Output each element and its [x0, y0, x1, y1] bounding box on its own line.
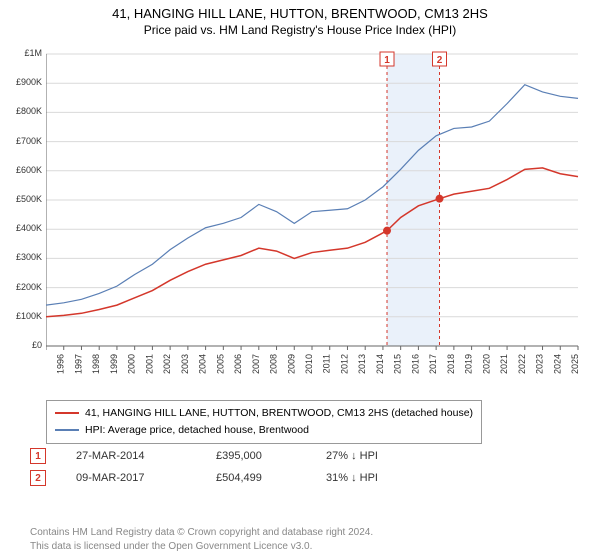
y-tick-label: £800K — [0, 106, 42, 116]
chart-svg: 1995 1996 1997 1998 1999 2000 2001 2002 2003 2004… — [46, 48, 584, 388]
svg-text:1996: 1996 — [56, 354, 66, 374]
y-tick-label: £100K — [0, 311, 42, 321]
svg-text:2015: 2015 — [393, 354, 403, 374]
svg-text:2013: 2013 — [357, 354, 367, 374]
marker-box-1: 1 — [30, 448, 46, 464]
svg-text:2: 2 — [437, 55, 443, 66]
y-tick-label: £500K — [0, 194, 42, 204]
svg-text:2017: 2017 — [428, 354, 438, 374]
footer-line2: This data is licensed under the Open Gov… — [30, 540, 373, 554]
svg-text:1997: 1997 — [73, 354, 83, 374]
marker-date-1: 27-MAR-2014 — [76, 450, 186, 462]
svg-text:1998: 1998 — [91, 354, 101, 374]
svg-text:2010: 2010 — [304, 354, 314, 374]
legend-row-hpi: HPI: Average price, detached house, Bren… — [55, 422, 473, 439]
svg-text:2020: 2020 — [481, 354, 491, 374]
legend-swatch-hpi — [55, 429, 79, 431]
y-tick-label: £400K — [0, 223, 42, 233]
svg-text:2011: 2011 — [322, 354, 332, 373]
svg-text:2025: 2025 — [570, 354, 580, 374]
svg-text:2019: 2019 — [464, 354, 474, 374]
svg-text:2000: 2000 — [127, 354, 137, 374]
svg-text:2009: 2009 — [286, 354, 296, 374]
svg-text:2018: 2018 — [446, 354, 456, 374]
svg-text:2004: 2004 — [198, 354, 208, 374]
y-tick-label: £200K — [0, 282, 42, 292]
y-tick-label: £0 — [0, 340, 42, 350]
svg-text:2003: 2003 — [180, 354, 190, 374]
legend-label-property: 41, HANGING HILL LANE, HUTTON, BRENTWOOD… — [85, 405, 473, 422]
svg-text:2014: 2014 — [375, 354, 385, 374]
svg-text:2002: 2002 — [162, 354, 172, 374]
footer-line1: Contains HM Land Registry data © Crown c… — [30, 526, 373, 540]
svg-text:2022: 2022 — [517, 354, 527, 374]
y-tick-label: £700K — [0, 136, 42, 146]
svg-text:1: 1 — [384, 55, 390, 66]
svg-text:2006: 2006 — [233, 354, 243, 374]
y-tick-label: £300K — [0, 252, 42, 262]
svg-text:2024: 2024 — [552, 354, 562, 374]
marker-note-2: 31% ↓ HPI — [326, 472, 378, 484]
svg-text:2008: 2008 — [269, 354, 279, 374]
legend-box: 41, HANGING HILL LANE, HUTTON, BRENTWOOD… — [46, 400, 482, 444]
chart-container: 41, HANGING HILL LANE, HUTTON, BRENTWOOD… — [0, 0, 600, 560]
title-line1: 41, HANGING HILL LANE, HUTTON, BRENTWOOD… — [0, 6, 600, 21]
svg-text:2016: 2016 — [410, 354, 420, 374]
marker-note-1: 27% ↓ HPI — [326, 450, 378, 462]
y-tick-label: £600K — [0, 165, 42, 175]
svg-text:2001: 2001 — [144, 354, 154, 374]
marker-row-1: 1 27-MAR-2014 £395,000 27% ↓ HPI — [30, 448, 378, 464]
legend-row-property: 41, HANGING HILL LANE, HUTTON, BRENTWOOD… — [55, 405, 473, 422]
svg-text:2012: 2012 — [339, 354, 349, 374]
chart-area: 1995 1996 1997 1998 1999 2000 2001 2002 2003 2004… — [46, 48, 584, 388]
markers-block: 1 27-MAR-2014 £395,000 27% ↓ HPI 2 09-MA… — [30, 448, 378, 492]
footer: Contains HM Land Registry data © Crown c… — [30, 526, 373, 554]
legend-swatch-property — [55, 412, 79, 414]
title-line2: Price paid vs. HM Land Registry's House … — [0, 23, 600, 37]
title-block: 41, HANGING HILL LANE, HUTTON, BRENTWOOD… — [0, 0, 600, 37]
y-tick-label: £900K — [0, 77, 42, 87]
marker-price-2: £504,499 — [216, 472, 296, 484]
svg-text:2007: 2007 — [251, 354, 261, 374]
svg-text:2021: 2021 — [499, 354, 509, 374]
svg-text:2023: 2023 — [535, 354, 545, 374]
marker-price-1: £395,000 — [216, 450, 296, 462]
y-tick-label: £1M — [0, 48, 42, 58]
svg-text:2005: 2005 — [215, 354, 225, 374]
marker-box-2: 2 — [30, 470, 46, 486]
marker-row-2: 2 09-MAR-2017 £504,499 31% ↓ HPI — [30, 470, 378, 486]
legend-label-hpi: HPI: Average price, detached house, Bren… — [85, 422, 309, 439]
svg-text:1995: 1995 — [46, 354, 48, 374]
marker-date-2: 09-MAR-2017 — [76, 472, 186, 484]
svg-text:1999: 1999 — [109, 354, 119, 374]
